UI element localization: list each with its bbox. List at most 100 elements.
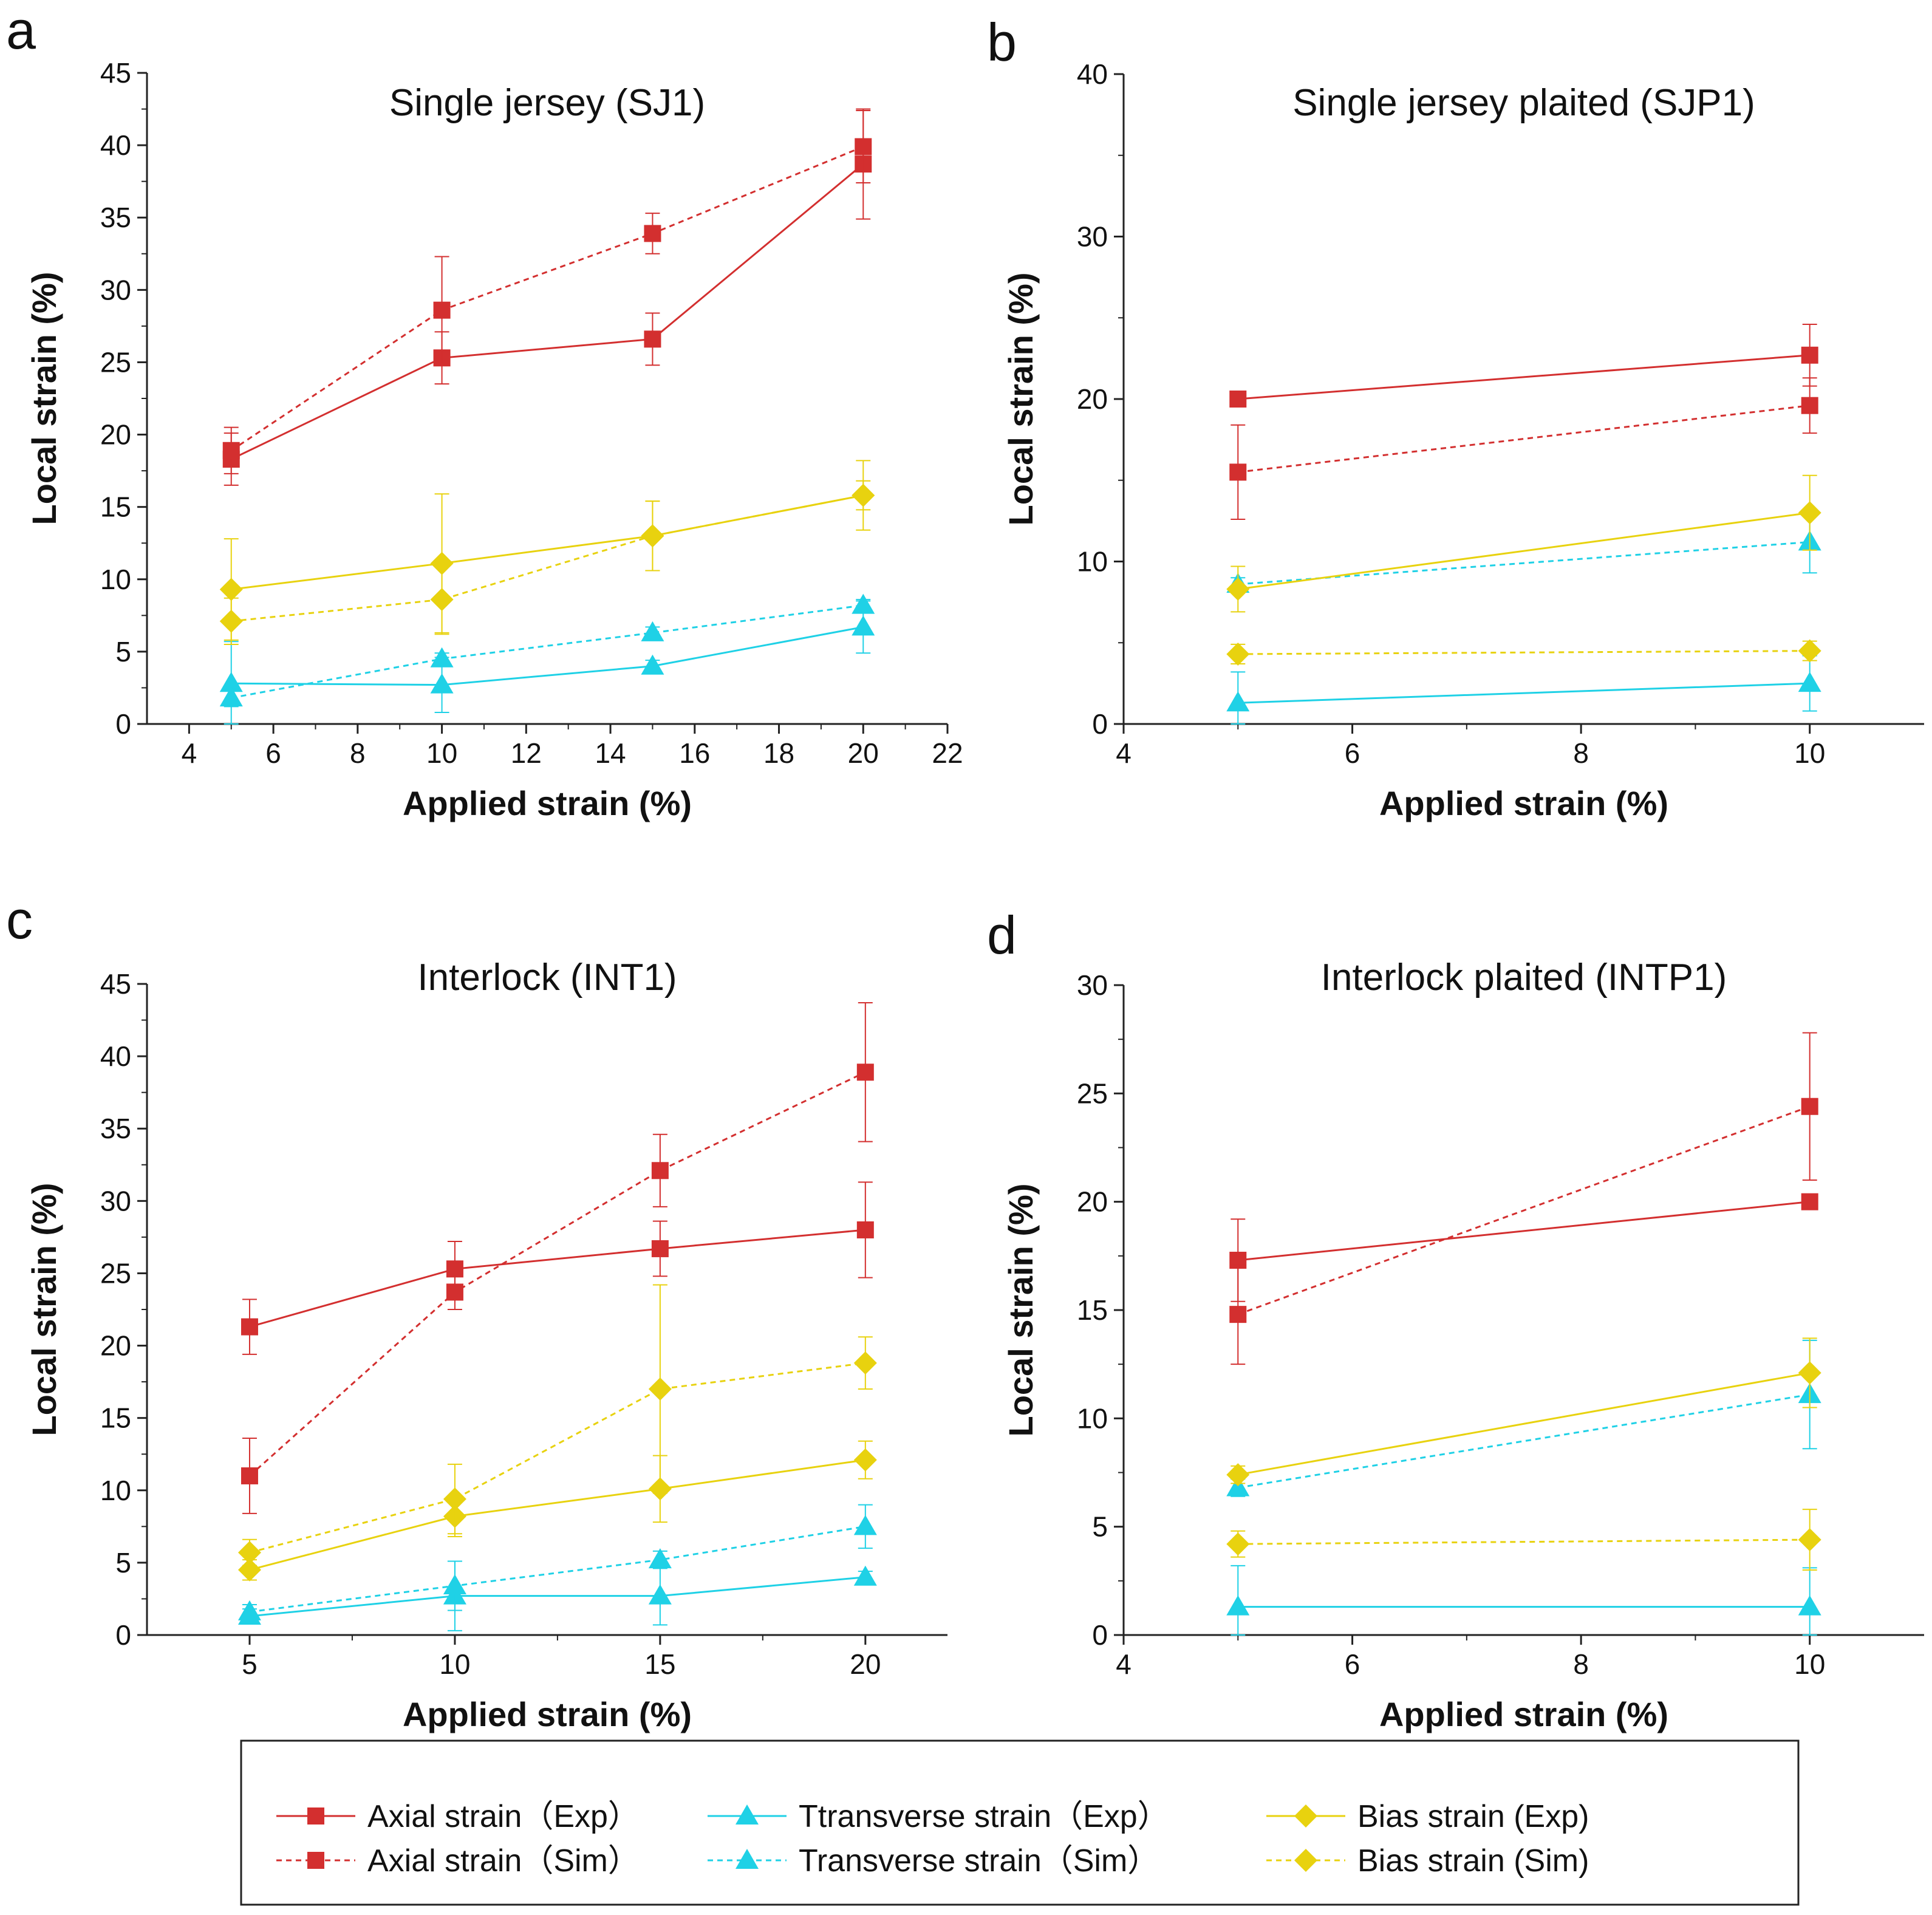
data-point [651, 1240, 669, 1257]
x-tick-label: 8 [1573, 1648, 1589, 1680]
legend-item: Bias strain (Exp) [1266, 1799, 1589, 1834]
y-tick-label: 30 [1077, 969, 1108, 1001]
series-line [1238, 511, 1810, 590]
chart-title: Interlock (INT1) [417, 957, 677, 998]
y-tick-label: 0 [1092, 1619, 1108, 1651]
data-point [219, 672, 243, 692]
series-line [249, 1459, 866, 1571]
legend-label: Transverse strain（Sim） [799, 1843, 1159, 1879]
x-tick-label: 22 [932, 737, 963, 769]
series-line [1238, 1201, 1810, 1261]
y-tick-label: 0 [115, 1619, 131, 1651]
x-tick-label: 20 [848, 737, 879, 769]
series [219, 460, 875, 641]
x-tick-label: 4 [182, 737, 197, 769]
data-point [1226, 1463, 1250, 1487]
y-axis-label: Local strain (%) [25, 272, 63, 525]
series [1226, 1339, 1821, 1497]
series [241, 1181, 874, 1355]
data-point [641, 524, 664, 548]
chart-panel-c: c 0 5 10 15 20 25 30 35 40 45 5 10 15 20 Interlock (INT… [6, 890, 947, 1733]
legend-marker [307, 1852, 324, 1869]
data-point [241, 1467, 258, 1484]
data-point [237, 1541, 261, 1565]
data-point [852, 483, 875, 507]
data-point [856, 1221, 874, 1238]
x-axis-label: Applied strain (%) [1379, 784, 1668, 822]
data-point [644, 330, 661, 348]
data-point [853, 1515, 877, 1535]
y-tick-label: 10 [1077, 546, 1108, 578]
data-point [1226, 1532, 1250, 1556]
data-point [648, 1548, 672, 1569]
series-line [1238, 650, 1810, 655]
x-axis-label: Applied strain (%) [403, 784, 692, 822]
chart-title: Single jersey plaited (SJP1) [1292, 82, 1755, 124]
series [1229, 1032, 1818, 1365]
series-line [248, 1071, 866, 1477]
legend-item: Bias strain (Sim) [1266, 1843, 1589, 1879]
chart-title: Single jersey (SJ1) [389, 82, 705, 124]
y-tick-label: 30 [100, 1185, 131, 1217]
data-point [1226, 691, 1250, 712]
series [1226, 474, 1821, 613]
y-tick-label: 45 [100, 968, 131, 1000]
series-line [1237, 1105, 1811, 1316]
series [219, 593, 875, 708]
series [222, 108, 872, 486]
x-tick-label: 18 [763, 737, 794, 769]
x-tick-label: 6 [1345, 1648, 1360, 1680]
data-point [430, 647, 454, 667]
series-line [249, 1525, 866, 1613]
chart-panel-b: b 0 10 20 30 40 4 6 8 10 Single jersey plaited (SJ… [987, 12, 1924, 822]
data-point [219, 686, 243, 707]
x-tick-label: 16 [679, 737, 710, 769]
x-tick-label: 4 [1116, 737, 1132, 769]
y-tick-label: 15 [1077, 1294, 1108, 1326]
panel-letter: d [987, 905, 1017, 965]
series-line [1238, 1393, 1810, 1489]
legend-label: Bias strain (Exp) [1357, 1799, 1589, 1834]
series [1226, 1337, 1821, 1487]
series [1226, 639, 1821, 666]
legend-marker [736, 1849, 759, 1869]
legend-marker [1294, 1804, 1317, 1828]
x-axis-label: Applied strain (%) [403, 1695, 692, 1733]
series [1229, 377, 1818, 520]
y-tick-label: 0 [115, 708, 131, 740]
series [219, 600, 875, 725]
legend-label: Axial strain（Exp） [367, 1799, 640, 1834]
y-tick-label: 15 [100, 1402, 131, 1434]
series [237, 1560, 877, 1631]
y-tick-label: 20 [100, 419, 131, 451]
x-tick-label: 5 [242, 1648, 258, 1680]
series [237, 1440, 877, 1582]
legend-marker [307, 1807, 324, 1825]
series [1226, 1565, 1821, 1636]
data-point [648, 1377, 672, 1401]
y-tick-label: 30 [100, 274, 131, 306]
series-line [1238, 354, 1810, 400]
y-tick-label: 35 [100, 202, 131, 233]
series [1226, 1509, 1821, 1571]
series-line [1238, 682, 1810, 704]
y-tick-label: 15 [100, 491, 131, 523]
data-point [853, 1351, 877, 1375]
data-point [1226, 642, 1250, 666]
data-point [443, 1487, 466, 1511]
panel-letter: a [6, 0, 36, 60]
data-point [644, 225, 661, 242]
series [1226, 655, 1821, 725]
y-tick-label: 40 [1077, 58, 1108, 90]
y-tick-label: 5 [115, 1547, 131, 1579]
y-tick-label: 45 [100, 57, 131, 89]
data-point [1798, 1361, 1821, 1385]
data-point [853, 1565, 877, 1586]
legend-item: Axial strain（Sim） [276, 1843, 640, 1879]
data-point [237, 1558, 261, 1582]
data-point [1226, 577, 1250, 601]
data-point [433, 301, 451, 319]
series-line [1238, 1371, 1810, 1476]
legend-label: Bias strain (Sim) [1357, 1843, 1589, 1879]
